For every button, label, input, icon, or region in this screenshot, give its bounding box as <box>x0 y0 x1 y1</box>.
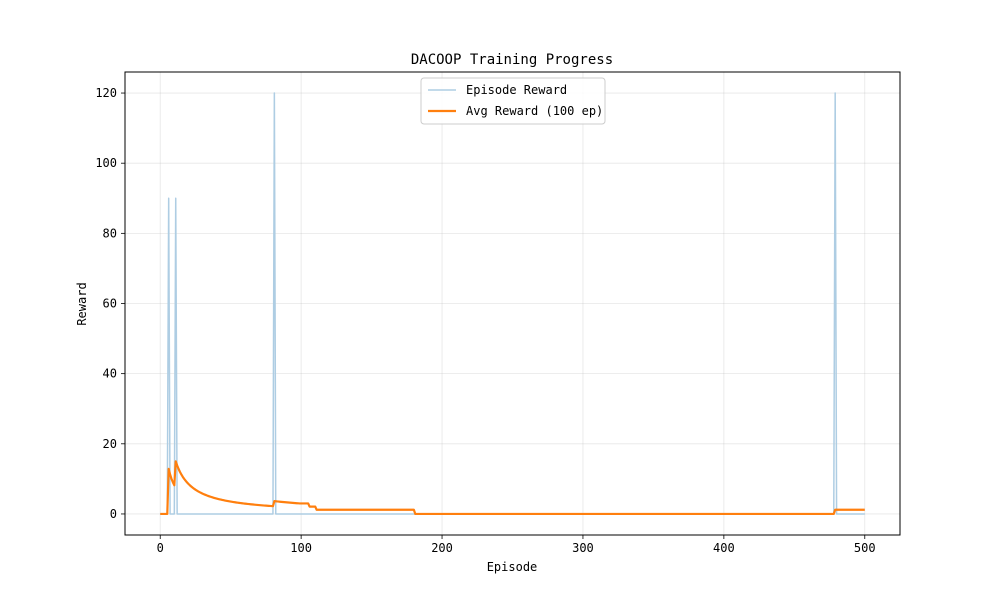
plot-background <box>125 72 900 535</box>
legend: Episode Reward Avg Reward (100 ep) <box>420 77 606 125</box>
y-tick-label: 0 <box>110 507 117 521</box>
y-tick-label: 100 <box>95 156 117 170</box>
x-axis-label: Episode <box>487 560 538 574</box>
x-tick-label: 300 <box>572 541 594 555</box>
legend-label-episode-reward: Episode Reward <box>466 83 567 97</box>
y-tick-label: 20 <box>103 437 117 451</box>
series-layer <box>160 92 865 516</box>
y-tick-label: 120 <box>95 86 117 100</box>
x-tick-label: 0 <box>157 541 164 555</box>
legend-box <box>420 77 606 125</box>
x-tick-label: 100 <box>290 541 312 555</box>
series-line-avg-reward <box>160 460 865 516</box>
y-tick-label: 40 <box>103 367 117 381</box>
chart-title: DACOOP Training Progress <box>411 52 613 68</box>
plot-area: 0 100 200 300 400 500 0 20 40 60 80 100 120 <box>95 71 901 555</box>
legend-label-avg-reward: Avg Reward (100 ep) <box>466 104 603 118</box>
y-axis-label: Reward <box>75 282 89 325</box>
x-tick-label: 200 <box>431 541 453 555</box>
y-tick-label: 80 <box>103 226 117 240</box>
y-tick-label: 60 <box>103 297 117 311</box>
x-tick-label: 500 <box>854 541 876 555</box>
axis-ticks: 0 100 200 300 400 500 0 20 40 60 80 100 120 <box>95 86 875 555</box>
x-tick-label: 400 <box>713 541 735 555</box>
